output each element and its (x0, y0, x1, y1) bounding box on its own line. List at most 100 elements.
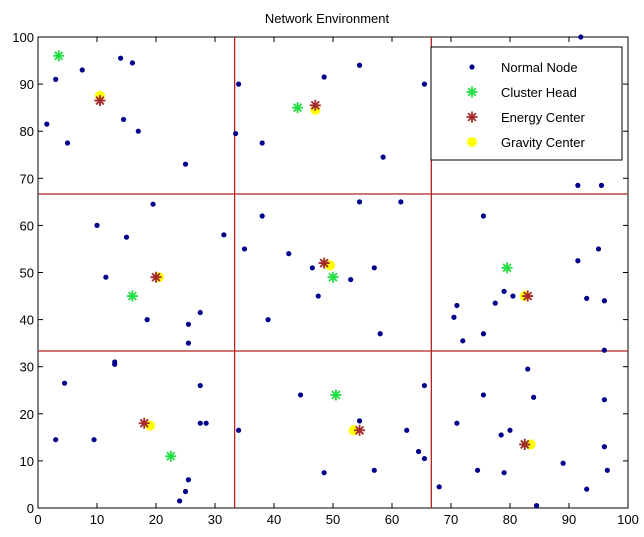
normal-node-point (575, 258, 580, 263)
normal-node-point (372, 265, 377, 270)
y-tick-label: 50 (20, 266, 34, 281)
normal-node-point (454, 421, 459, 426)
normal-node-point (510, 293, 515, 298)
normal-node-point (198, 421, 203, 426)
cluster-head-point (53, 50, 64, 61)
normal-node-point (372, 468, 377, 473)
normal-node-point (454, 303, 459, 308)
normal-node-point (236, 82, 241, 87)
normal-node-point (94, 223, 99, 228)
normal-node-point (118, 56, 123, 61)
normal-node-point (584, 296, 589, 301)
normal-node-point (584, 487, 589, 492)
normal-node-point (531, 395, 536, 400)
normal-node-point (322, 74, 327, 79)
x-tick-label: 60 (385, 512, 399, 527)
normal-node-point (451, 315, 456, 320)
cluster-head-point (292, 102, 303, 113)
energy-center-point (319, 258, 330, 269)
normal-node-point (112, 359, 117, 364)
normal-node-point (286, 251, 291, 256)
x-tick-label: 40 (267, 512, 281, 527)
normal-node-point (599, 183, 604, 188)
normal-node-point (310, 265, 315, 270)
normal-node-point (233, 131, 238, 136)
normal-node-point (121, 117, 126, 122)
legend-label-gravity-center: Gravity Center (501, 135, 585, 150)
normal-node-point (186, 477, 191, 482)
normal-node-point (602, 298, 607, 303)
normal-node-point (437, 484, 442, 489)
normal-node-point (53, 77, 58, 82)
normal-node-point (602, 444, 607, 449)
normal-node-point (260, 140, 265, 145)
normal-node-point (404, 428, 409, 433)
normal-node-point (575, 183, 580, 188)
cluster-head-point (330, 389, 341, 400)
normal-node-point (103, 275, 108, 280)
legend-label-energy-center: Energy Center (501, 110, 585, 125)
normal-node-point (130, 60, 135, 65)
y-tick-label: 30 (20, 360, 34, 375)
normal-node-point (186, 322, 191, 327)
normal-node-point (186, 341, 191, 346)
cluster-head-point (502, 262, 513, 273)
y-tick-label: 20 (20, 407, 34, 422)
normal-node-point (602, 348, 607, 353)
y-tick-label: 10 (20, 454, 34, 469)
normal-node-point (416, 449, 421, 454)
x-tick-label: 50 (326, 512, 340, 527)
energy-center-point (522, 291, 533, 302)
energy-center-point (139, 418, 150, 429)
normal-node-point (260, 213, 265, 218)
normal-node-point (357, 199, 362, 204)
normal-node-point (322, 470, 327, 475)
normal-node-point (561, 461, 566, 466)
normal-node-point (177, 498, 182, 503)
normal-node-point (605, 468, 610, 473)
chart-title: Network Environment (265, 11, 390, 26)
cluster-head-point (165, 451, 176, 462)
x-tick-label: 10 (90, 512, 104, 527)
normal-node-point (534, 503, 539, 508)
normal-node-point (266, 317, 271, 322)
normal-node-point (378, 331, 383, 336)
y-tick-label: 100 (12, 30, 34, 45)
x-tick-label: 30 (208, 512, 222, 527)
legend-label-cluster-head: Cluster Head (501, 85, 577, 100)
normal-node-point (357, 418, 362, 423)
energy-center-point (151, 272, 162, 283)
normal-node-point (136, 129, 141, 134)
normal-node-point (316, 293, 321, 298)
normal-node-point (422, 456, 427, 461)
normal-node-point (348, 277, 353, 282)
normal-node-point (124, 235, 129, 240)
legend: Normal Node Cluster Head Energy Center Grav… (431, 47, 622, 160)
normal-node-point (596, 246, 601, 251)
normal-node-point (198, 383, 203, 388)
normal-node-point (53, 437, 58, 442)
normal-node-point (62, 381, 67, 386)
normal-node-point (91, 437, 96, 442)
legend-marker-normal-node (469, 64, 474, 69)
x-tick-label: 70 (444, 512, 458, 527)
normal-node-point (525, 366, 530, 371)
normal-node-point (150, 202, 155, 207)
cluster-head-point (328, 272, 339, 283)
normal-node-point (65, 140, 70, 145)
x-tick-label: 0 (34, 512, 41, 527)
legend-marker-energy-center (467, 112, 478, 123)
normal-node-point (357, 63, 362, 68)
normal-node-point (242, 246, 247, 251)
normal-node-point (578, 34, 583, 39)
energy-center-point (354, 425, 365, 436)
energy-center-point (519, 439, 530, 450)
normal-node-point (502, 289, 507, 294)
normal-node-point (204, 421, 209, 426)
normal-node-point (507, 428, 512, 433)
normal-node-point (481, 213, 486, 218)
legend-marker-cluster-head (467, 87, 478, 98)
y-tick-label: 0 (27, 501, 34, 516)
normal-node-point (499, 432, 504, 437)
